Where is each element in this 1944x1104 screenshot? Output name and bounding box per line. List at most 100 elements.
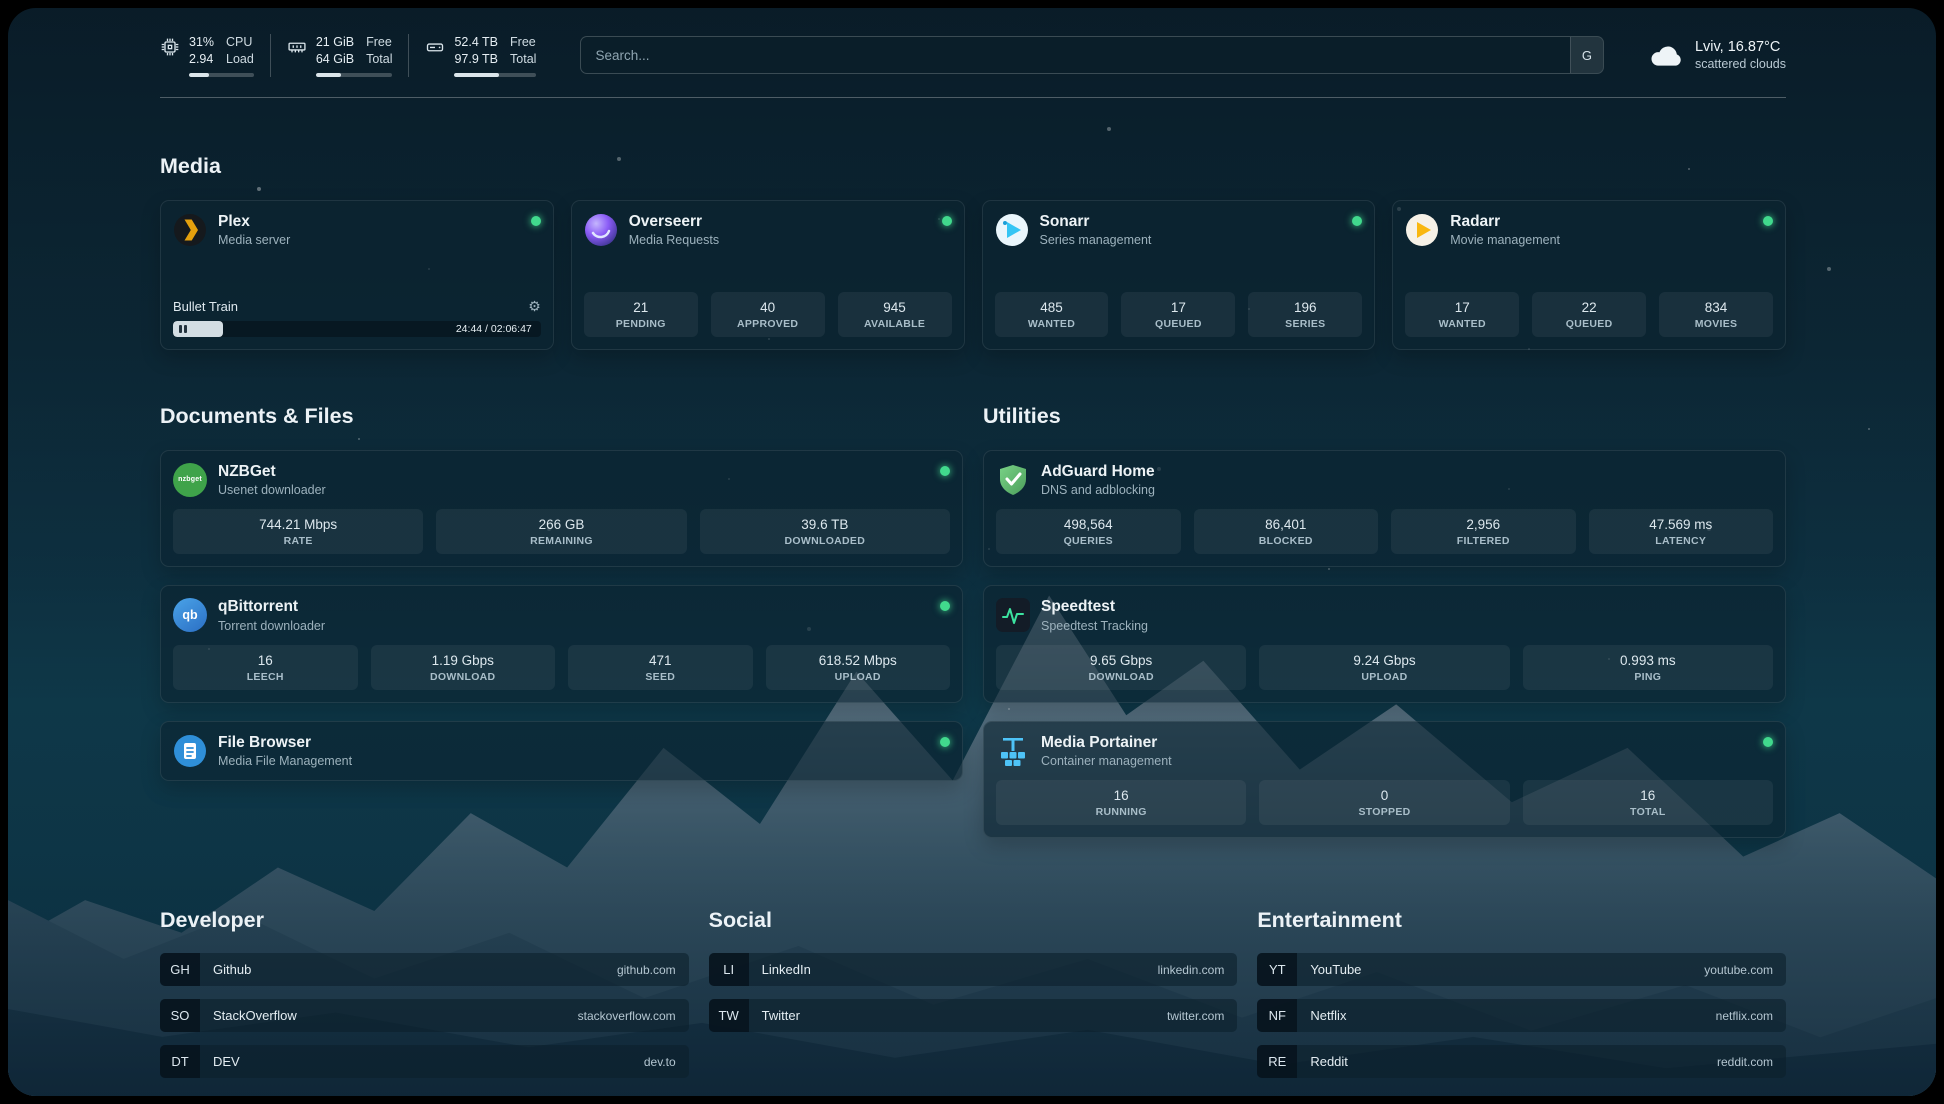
stat-label: LEECH: [246, 670, 284, 683]
section-title-developer: Developer: [160, 908, 264, 933]
service-text: Radarr Movie management: [1450, 213, 1560, 248]
stat-value: 16: [257, 652, 273, 668]
stat-label: AVAILABLE: [863, 317, 926, 330]
service-card-nzbget[interactable]: nzbget NZBGet Usenet downloader 744.21 M…: [160, 449, 963, 568]
section-title-utilities: Utilities: [983, 403, 1061, 428]
stat-value: 47.569 ms: [1649, 517, 1713, 533]
stat-value: 1.19 Gbps: [431, 652, 494, 668]
card-header: nzbget NZBGet Usenet downloader: [173, 463, 950, 498]
stat-label: DOWNLOAD: [430, 670, 496, 683]
search-input[interactable]: [581, 37, 1570, 74]
service-name: File Browser: [218, 733, 312, 751]
stat-label: WANTED: [1027, 317, 1076, 330]
stat-box: 17 QUEUED: [1121, 291, 1236, 337]
stat-label: APPROVED: [736, 317, 799, 330]
cpu-widget: 31% CPU 2.94 Load: [160, 34, 254, 77]
stat-value: 86,401: [1265, 517, 1307, 533]
disk-icon: [425, 37, 445, 57]
playback-progress-fill: [173, 320, 224, 337]
stat-label: SEED: [645, 670, 676, 683]
memory-total-value: 64 GiB: [315, 52, 355, 67]
bookmark-github[interactable]: GH Github github.com: [160, 953, 689, 987]
service-text: Media Portainer Container management: [1041, 734, 1172, 769]
weather-condition: scattered clouds: [1694, 57, 1786, 72]
section-title-social: Social: [708, 908, 772, 933]
cpu-progress-fill: [189, 72, 210, 77]
bookmark-linkedin[interactable]: LI LinkedIn linkedin.com: [708, 953, 1238, 987]
stat-box: 0.993 ms PING: [1522, 644, 1773, 690]
status-indicator: [1352, 215, 1363, 226]
bookmark-youtube[interactable]: YT YouTube youtube.com: [1257, 953, 1786, 987]
settings-gear-icon[interactable]: ⚙: [528, 298, 541, 314]
stat-value: 16: [1113, 788, 1129, 804]
service-name: Plex: [218, 212, 250, 230]
service-card-adguard[interactable]: AdGuard Home DNS and adblocking 498,564 …: [983, 449, 1786, 568]
service-card-portainer[interactable]: Media Portainer Container management 16 …: [983, 720, 1786, 839]
card-header: Media Portainer Container management: [996, 734, 1773, 769]
memory-widget-values: 21 GiB Free 64 GiB Total: [316, 34, 393, 68]
bookmark-url: reddit.com: [1716, 1054, 1773, 1069]
service-card-radarr[interactable]: Radarr Movie management 17 WANTED 22 QUE…: [1392, 199, 1786, 350]
bookmark-url: netflix.com: [1715, 1008, 1773, 1023]
stat-box: 39.6 TB DOWNLOADED: [699, 509, 950, 555]
now-playing-title: Bullet Train: [173, 298, 239, 314]
bookmark-reddit[interactable]: RE Reddit reddit.com: [1257, 1045, 1786, 1079]
stat-label: PING: [1634, 670, 1662, 683]
service-name: qBittorrent: [218, 598, 299, 616]
card-header: Radarr Movie management: [1405, 213, 1773, 248]
memory-total-label: Total: [366, 52, 393, 67]
stat-value: 266 GB: [538, 517, 585, 533]
stat-box: 40 APPROVED: [710, 291, 825, 337]
bookmark-abbr: LI: [708, 953, 749, 987]
pause-icon[interactable]: [179, 324, 187, 333]
qbittorrent-icon: qb: [173, 598, 207, 633]
nzbget-icon-text: nzbget: [178, 476, 202, 484]
service-card-speedtest[interactable]: Speedtest Speedtest Tracking 9.65 Gbps D…: [983, 585, 1786, 703]
stat-label: LATENCY: [1655, 535, 1707, 548]
stat-label: RUNNING: [1095, 806, 1147, 819]
memory-widget-body: 21 GiB Free 64 GiB Total: [315, 34, 393, 77]
bookmark-stackoverflow[interactable]: SO StackOverflow stackoverflow.com: [160, 999, 689, 1033]
stat-value: 618.52 Mbps: [818, 652, 897, 668]
service-card-plex[interactable]: Plex Media server Bullet Train ⚙ 24:44: [160, 199, 554, 350]
stat-label: BLOCKED: [1258, 535, 1313, 548]
adguard-icon: [996, 463, 1030, 497]
service-subtitle: Usenet downloader: [218, 483, 326, 498]
bookmark-abbr: SO: [160, 999, 200, 1033]
service-card-sonarr[interactable]: Sonarr Series management 485 WANTED 17 Q…: [981, 199, 1376, 350]
service-subtitle: Speedtest Tracking: [1041, 618, 1149, 633]
stat-value: 39.6 TB: [801, 517, 849, 533]
stat-value: 40: [760, 299, 776, 315]
dashboard-content: 31% CPU 2.94 Load: [8, 8, 1936, 1096]
cpu-progress-track: [189, 72, 254, 77]
top-bar: 31% CPU 2.94 Load: [160, 34, 1786, 77]
stat-box: 2,956 FILTERED: [1391, 509, 1576, 555]
service-subtitle: Torrent downloader: [218, 618, 326, 633]
bookmark-name: DEV: [213, 1054, 240, 1070]
disk-free-label: Free: [510, 35, 536, 49]
disk-progress-track: [454, 72, 537, 77]
playback-progress-bar[interactable]: 24:44 / 02:06:47: [173, 320, 541, 337]
stats-row: 17 WANTED 22 QUEUED 834 MOVIES: [1405, 280, 1774, 337]
bookmark-dev[interactable]: DT DEV dev.to: [160, 1045, 689, 1079]
stat-label: SERIES: [1285, 317, 1326, 330]
status-indicator: [530, 215, 541, 226]
service-card-overseerr[interactable]: Overseerr Media Requests 21 PENDING 40 A…: [570, 199, 965, 350]
portainer-icon: [996, 734, 1030, 768]
stat-box: 9.65 Gbps DOWNLOAD: [996, 644, 1247, 690]
bookmarks-social: Social LI LinkedIn linkedin.com TW Twitt…: [708, 908, 1238, 1091]
overseerr-icon: [584, 213, 618, 247]
header-divider: [160, 96, 1786, 98]
service-card-filebrowser[interactable]: File Browser Media File Management: [160, 720, 963, 782]
search-provider-button[interactable]: G: [1569, 37, 1603, 74]
bookmark-twitter[interactable]: TW Twitter twitter.com: [708, 999, 1238, 1033]
card-header: File Browser Media File Management: [173, 733, 950, 768]
stat-label: UPLOAD: [834, 670, 881, 683]
bookmark-netflix[interactable]: NF Netflix netflix.com: [1257, 999, 1786, 1033]
stat-box: 1.19 Gbps DOWNLOAD: [370, 644, 555, 690]
stat-label: STOPPED: [1358, 806, 1411, 819]
disk-free-value: 52.4 TB: [454, 35, 499, 49]
service-card-qbittorrent[interactable]: qb qBittorrent Torrent downloader 16 LEE…: [160, 585, 963, 703]
cpu-widget-body: 31% CPU 2.94 Load: [189, 34, 254, 77]
service-name: Overseerr: [628, 212, 703, 230]
